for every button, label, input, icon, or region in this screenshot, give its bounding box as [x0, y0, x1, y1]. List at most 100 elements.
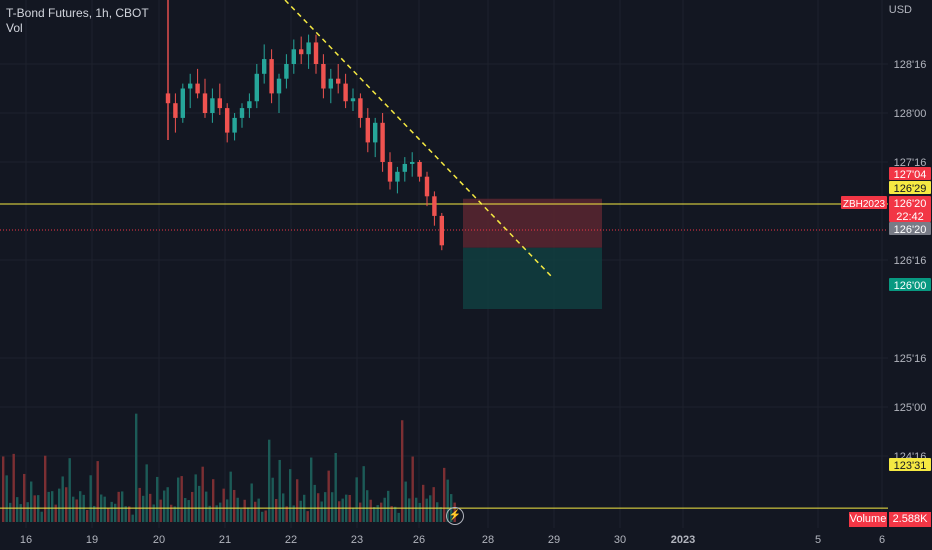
volume-bar — [187, 500, 190, 522]
volume-bar — [194, 474, 197, 522]
price-tick-label: 125'00 — [894, 402, 927, 414]
volume-bar — [299, 500, 302, 522]
price-tag — [889, 222, 931, 235]
volume-bar — [93, 505, 96, 522]
volume-bar — [355, 477, 358, 522]
volume-bar — [390, 506, 393, 522]
time-tick-label: 6 — [879, 534, 885, 546]
volume-bar — [376, 505, 379, 522]
volume-bar — [72, 496, 75, 522]
volume-bar — [159, 499, 162, 522]
volume-bar — [443, 467, 446, 522]
volume-bar — [191, 491, 194, 522]
price-tag — [889, 167, 931, 180]
volume-bar — [397, 512, 400, 522]
volume-bar — [257, 498, 260, 522]
volume-bar — [331, 492, 334, 522]
candle-body — [217, 98, 222, 109]
candle-body — [202, 93, 208, 113]
candle-body — [254, 73, 259, 102]
candle-body — [432, 196, 437, 216]
volume-bar — [296, 479, 299, 522]
price-tick-label: 125'16 — [894, 353, 927, 365]
candle-body — [195, 83, 200, 94]
volume-bar — [310, 457, 313, 522]
candle-body — [424, 176, 430, 197]
volume-bar — [163, 490, 166, 522]
volume-bar — [201, 466, 204, 522]
volume-bar — [226, 499, 229, 522]
time-axis: 16 19 20 21 22 23 26 28 29 30 2023 5 6 — [20, 534, 885, 546]
currency-label[interactable]: USD — [888, 4, 912, 16]
volume-bar — [47, 491, 50, 522]
volume-bar — [124, 506, 127, 522]
candle-body — [402, 163, 407, 172]
price-tick-label: 127'16 — [894, 157, 927, 169]
volume-bar — [131, 514, 134, 522]
volume-bar — [446, 479, 449, 522]
time-tick-label: 21 — [219, 534, 231, 546]
countdown-label: 22:42 — [896, 211, 924, 223]
volume-bar — [352, 507, 355, 522]
volume-bar — [208, 505, 211, 522]
volume-bar — [229, 471, 232, 522]
volume-bar — [5, 475, 8, 522]
volume-bar — [250, 483, 253, 522]
volume-bar — [408, 498, 411, 522]
volume-bar — [373, 506, 376, 522]
volume-bar — [327, 470, 330, 522]
candle-body — [276, 78, 282, 94]
candle-body — [328, 78, 333, 89]
volume-bar — [138, 487, 141, 522]
time-tick-label: 20 — [153, 534, 165, 546]
volume-bar — [341, 498, 344, 522]
price-tag — [889, 196, 931, 222]
lightning-icon[interactable]: ⚡ — [446, 507, 464, 525]
volume-bars — [2, 413, 456, 522]
horizontal-lines[interactable] — [0, 203, 888, 509]
time-tick-label: 22 — [285, 534, 297, 546]
volume-bar — [103, 496, 106, 522]
time-tick-label: 2023 — [671, 534, 695, 546]
time-tick-label: 30 — [614, 534, 626, 546]
volume-bar — [16, 497, 19, 522]
volume-bar — [156, 476, 159, 522]
candle-body — [262, 59, 267, 74]
trendline[interactable] — [284, 0, 552, 277]
volume-bar — [54, 504, 57, 522]
time-tick-label: 26 — [413, 534, 425, 546]
candle-body — [284, 64, 289, 79]
volume-bar — [222, 488, 225, 522]
volume-bar — [320, 501, 323, 522]
volume-bar — [422, 484, 425, 522]
time-tick-label: 23 — [351, 534, 363, 546]
volume-bar — [180, 476, 183, 522]
candle-body — [232, 117, 237, 133]
symbol-tag — [841, 196, 887, 209]
volume-bar — [268, 439, 271, 522]
volume-bar — [2, 456, 5, 522]
candle-body — [380, 122, 385, 162]
volume-bar — [44, 455, 47, 522]
time-tick-label: 29 — [548, 534, 560, 546]
volume-bar — [429, 495, 432, 522]
price-tag-label: 126'20 — [894, 198, 927, 210]
volume-bar — [366, 490, 369, 522]
volume-bar — [110, 501, 113, 522]
stop-loss-zone[interactable] — [463, 198, 602, 248]
volume-bar — [411, 456, 414, 522]
volume-bar — [145, 464, 148, 522]
candle-body — [225, 108, 230, 133]
volume-bar — [415, 497, 418, 522]
candle-body — [395, 171, 400, 182]
take-profit-zone[interactable] — [463, 247, 602, 309]
volume-legend: Vol — [6, 21, 23, 35]
candle-body — [239, 108, 245, 118]
volume-bar — [383, 497, 386, 522]
volume-bar — [436, 502, 439, 522]
candle-body — [188, 83, 193, 89]
volume-bar — [33, 495, 36, 522]
volume-bar — [394, 506, 397, 522]
